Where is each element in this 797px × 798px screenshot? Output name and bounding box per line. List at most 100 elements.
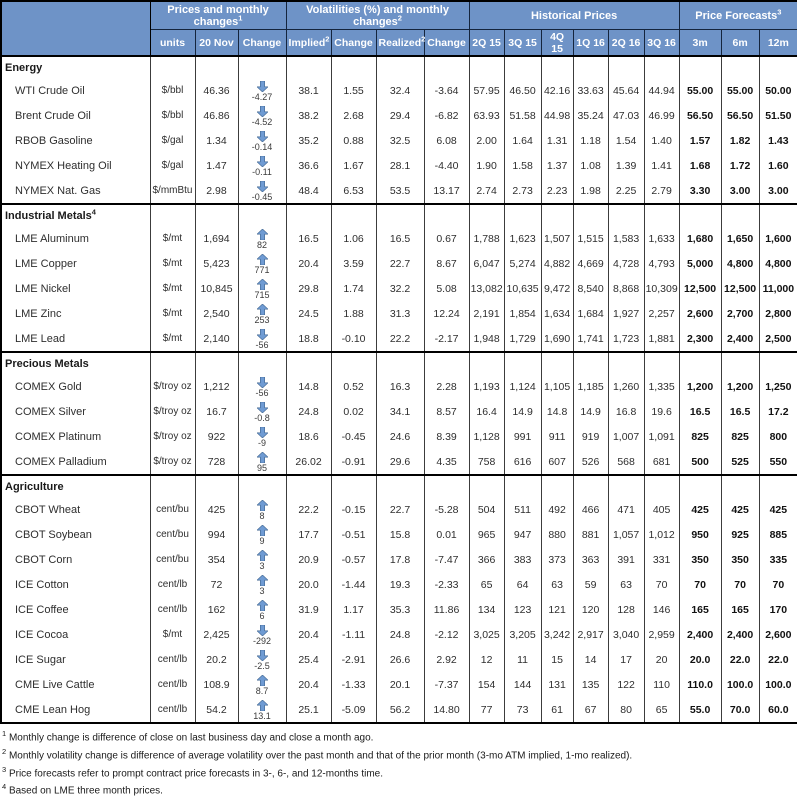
historical-price-cell: 1.54 bbox=[607, 128, 645, 153]
price-change-value: 82 bbox=[257, 239, 268, 250]
historical-price-cell: 2,191 bbox=[468, 301, 505, 326]
price-change-cell: 715 bbox=[237, 276, 287, 301]
section-cell bbox=[572, 203, 609, 226]
historical-price-cell: 44.94 bbox=[643, 78, 680, 103]
historical-price-cell: 3,242 bbox=[540, 622, 574, 647]
historical-price-cell: 373 bbox=[540, 547, 574, 572]
historical-price-cell: 63.93 bbox=[468, 103, 505, 128]
historical-price-cell: 965 bbox=[468, 522, 505, 547]
historical-price-cell: 1,583 bbox=[607, 226, 645, 251]
footnote-1-text: Monthly change is difference of close on… bbox=[8, 732, 374, 744]
down-arrow-icon bbox=[255, 649, 269, 661]
realized-vol-change-cell: -2.12 bbox=[423, 622, 470, 647]
up-arrow bbox=[239, 303, 285, 315]
commodity-name: NYMEX Heating Oil bbox=[1, 153, 151, 178]
historical-price-cell: 466 bbox=[572, 497, 609, 522]
table-row: ICE Sugar cent/lb 20.2 -2.5 25.4 -2.91 26.6 2.9… bbox=[1, 647, 797, 672]
table-row: WTI Crude Oil $/bbl 46.36 -4.27 38.1 1.55 32.4… bbox=[1, 78, 797, 103]
realized-vol-cell: 17.8 bbox=[375, 547, 425, 572]
implied-vol-change-cell: 0.52 bbox=[330, 374, 377, 399]
historical-price-cell: 1,091 bbox=[643, 424, 680, 449]
commodity-name: CME Live Cattle bbox=[1, 672, 151, 697]
realized-vol-change-cell: 5.08 bbox=[423, 276, 470, 301]
forecast-price-cell: 70 bbox=[758, 572, 797, 597]
price-change-cell: 8.7 bbox=[237, 672, 287, 697]
forecast-price-cell: 55.0 bbox=[678, 697, 722, 723]
commodity-name: CBOT Corn bbox=[1, 547, 151, 572]
historical-price-cell: 1,634 bbox=[540, 301, 574, 326]
historical-price-cell: 8,868 bbox=[607, 276, 645, 301]
footnote-4-marker: 4 bbox=[2, 782, 7, 792]
historical-price-cell: 2,917 bbox=[572, 622, 609, 647]
unit-cell: cent/bu bbox=[149, 522, 196, 547]
historical-price-cell: 46.99 bbox=[643, 103, 680, 128]
price-cell: 1,694 bbox=[194, 226, 239, 251]
table-row: COMEX Silver $/troy oz 16.7 -0.8 24.8 0.02 34.… bbox=[1, 399, 797, 424]
implied-vol-cell: 22.2 bbox=[285, 497, 332, 522]
footnote-ref: 4 bbox=[91, 206, 96, 216]
historical-price-cell: 123 bbox=[503, 597, 542, 622]
implied-vol-cell: 20.0 bbox=[285, 572, 332, 597]
historical-price-cell: 1,684 bbox=[572, 301, 609, 326]
implied-vol-change-cell: -0.15 bbox=[330, 497, 377, 522]
realized-vol-cell: 22.7 bbox=[375, 251, 425, 276]
section-cell bbox=[720, 203, 760, 226]
realized-vol-cell: 16.5 bbox=[375, 226, 425, 251]
realized-vol-change-cell: 13.17 bbox=[423, 178, 470, 204]
section-cell bbox=[375, 351, 425, 374]
historical-price-cell: 1,948 bbox=[468, 326, 505, 352]
up-arrow-icon bbox=[255, 599, 269, 611]
historical-price-cell: 4,882 bbox=[540, 251, 574, 276]
historical-price-cell: 1.98 bbox=[572, 178, 609, 204]
up-arrow bbox=[239, 253, 285, 265]
historical-price-cell: 14.9 bbox=[572, 399, 609, 424]
section-cell bbox=[423, 55, 470, 78]
up-arrow bbox=[239, 549, 285, 561]
forecast-price-cell: 12,500 bbox=[678, 276, 722, 301]
forecast-price-cell: 2,400 bbox=[720, 622, 760, 647]
implied-vol-cell: 36.6 bbox=[285, 153, 332, 178]
historical-price-cell: 33.63 bbox=[572, 78, 609, 103]
forecast-price-cell: 350 bbox=[720, 547, 760, 572]
realized-vol-change-cell: -2.33 bbox=[423, 572, 470, 597]
section-row: Industrial Metals4 bbox=[0, 203, 797, 226]
down-arrow-icon bbox=[255, 130, 269, 142]
price-change-value: -56 bbox=[255, 387, 269, 398]
price-change-cell: 253 bbox=[237, 301, 287, 326]
table-row: LME Aluminum $/mt 1,694 82 16.5 1.06 16.5 0.67 1… bbox=[1, 226, 797, 251]
unit-cell: $/bbl bbox=[149, 103, 196, 128]
price-change-value: 95 bbox=[257, 462, 268, 473]
unit-cell: cent/lb bbox=[149, 697, 196, 723]
historical-price-cell: 1.37 bbox=[540, 153, 574, 178]
commodity-name: RBOB Gasoline bbox=[1, 128, 151, 153]
footnote-ref: 3 bbox=[777, 6, 782, 16]
section-cell bbox=[194, 351, 239, 374]
table-row: COMEX Gold $/troy oz 1,212 -56 14.8 0.52 16.3 2… bbox=[1, 374, 797, 399]
historical-price-cell: 12 bbox=[468, 647, 505, 672]
historical-price-cell: 1,633 bbox=[643, 226, 680, 251]
price-change-cell: -0.11 bbox=[237, 153, 287, 178]
forecast-price-cell: 2,500 bbox=[758, 326, 797, 352]
implied-vol-cell: 18.6 bbox=[285, 424, 332, 449]
historical-price-cell: 1,012 bbox=[643, 522, 680, 547]
historical-price-cell: 1,185 bbox=[572, 374, 609, 399]
price-cell: 162 bbox=[194, 597, 239, 622]
historical-price-cell: 3,040 bbox=[607, 622, 645, 647]
realized-vol-cell: 32.2 bbox=[375, 276, 425, 301]
section-cell bbox=[572, 351, 609, 374]
column-header: 6m bbox=[720, 29, 760, 57]
column-header: Change bbox=[237, 29, 287, 57]
section-cell bbox=[503, 351, 542, 374]
unit-cell: $/troy oz bbox=[149, 424, 196, 449]
up-arrow-icon bbox=[255, 499, 269, 511]
price-change-value: 8 bbox=[259, 510, 265, 521]
implied-vol-change-cell: -1.44 bbox=[330, 572, 377, 597]
section-cell bbox=[330, 203, 377, 226]
unit-cell: $/mt bbox=[149, 226, 196, 251]
section-cell bbox=[503, 203, 542, 226]
realized-vol-change-cell: -5.28 bbox=[423, 497, 470, 522]
implied-vol-cell: 20.9 bbox=[285, 547, 332, 572]
forecast-price-cell: 335 bbox=[758, 547, 797, 572]
down-arrow-icon bbox=[255, 328, 269, 340]
price-change-cell: -0.8 bbox=[237, 399, 287, 424]
